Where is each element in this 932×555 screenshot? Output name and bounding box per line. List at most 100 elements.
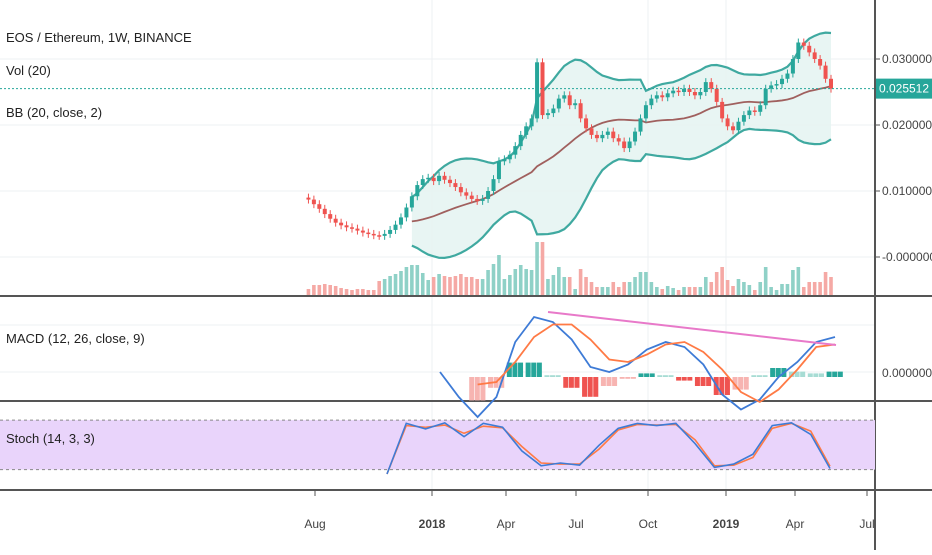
candle-body (633, 131, 638, 142)
candle-body (442, 175, 447, 180)
time-axis[interactable]: Aug 2018 Apr Jul Oct 2019 Apr Jul (304, 490, 875, 531)
volume-bar (355, 289, 360, 296)
candle-body (807, 45, 812, 53)
macd-histogram-bar (719, 377, 725, 395)
candle-body (480, 198, 485, 201)
volume-bar (524, 269, 528, 296)
volume-bar (371, 290, 376, 296)
macd-histogram-bar (619, 377, 625, 379)
candle-body (524, 126, 529, 135)
volume-bar (622, 282, 626, 296)
volume-bar (497, 255, 501, 296)
volume-bar (769, 287, 773, 296)
candle-body (692, 92, 697, 96)
volume-bar (573, 289, 577, 296)
macd-histogram-bar (794, 371, 800, 377)
volume-bar (829, 277, 833, 296)
chart-title[interactable]: EOS / Ethereum, 1W, BINANCE (6, 30, 192, 45)
macd-legend[interactable]: MACD (12, 26, close, 9) (6, 331, 145, 346)
stoch-d-line (386, 422, 831, 475)
volume-bar (464, 277, 469, 296)
candle-body (458, 187, 463, 193)
volume-bar (393, 274, 398, 296)
candle-body (535, 62, 540, 119)
candle-body (404, 207, 409, 218)
volume-bar (578, 269, 583, 296)
macd-histogram-bar (555, 375, 561, 377)
macd-histogram-bar (544, 375, 550, 377)
candle-body (774, 84, 779, 86)
volume-bar (606, 287, 610, 296)
time-tick-label: Aug (304, 517, 325, 531)
volume-bar (611, 282, 616, 296)
candle-body (502, 159, 507, 162)
volume-bar (382, 279, 387, 296)
vol-legend[interactable]: Vol (20) (6, 63, 51, 78)
candle-body (801, 42, 806, 46)
macd-histogram-bar (818, 373, 824, 377)
candle-body (763, 88, 768, 106)
candle-body (829, 78, 833, 89)
candle-body (496, 161, 501, 180)
stoch-legend[interactable]: Stoch (14, 3, 3) (6, 431, 95, 446)
volume-bar (431, 277, 436, 296)
price-tick-label: -0.000000 (882, 250, 932, 264)
candle-body (317, 204, 322, 209)
volume-bar (328, 285, 333, 296)
candle-body (676, 90, 681, 93)
bb-upper-line (411, 31, 832, 198)
macd-histogram-bar (788, 371, 794, 377)
macd-histogram-bar (474, 377, 480, 401)
volume-bar (747, 285, 752, 296)
candlesticks[interactable] (306, 38, 833, 240)
macd-histogram-bar (644, 373, 650, 377)
bb-legend[interactable]: BB (20, close, 2) (6, 105, 102, 120)
candle-body (393, 224, 398, 230)
macd-histogram-bar (743, 377, 749, 390)
time-tick-label: Oct (639, 517, 658, 531)
candle-body (769, 85, 774, 89)
macd-histogram-bar (657, 375, 663, 377)
candle-body (333, 218, 338, 223)
candle-body (398, 217, 403, 225)
candle-body (349, 227, 354, 229)
candle-body (415, 185, 420, 197)
macd-histogram-bar (606, 377, 612, 386)
macd-histogram-bar (832, 371, 838, 377)
volume-bar (410, 265, 414, 296)
candle-body (409, 196, 414, 208)
candle-body (671, 90, 676, 94)
volume-bar (752, 290, 757, 296)
macd-histogram-bar (469, 377, 475, 401)
volume-bar (546, 279, 550, 296)
volume-bar (627, 282, 632, 296)
volume-bar (486, 270, 490, 296)
volume-bar (812, 282, 817, 296)
candle-body (469, 195, 474, 199)
candle-body (355, 228, 360, 231)
signal-line (477, 323, 836, 404)
volume-bar (600, 287, 605, 296)
volume-bar (361, 289, 365, 296)
candle-body (790, 59, 795, 74)
volume-bar (616, 287, 621, 296)
macd-trendline (547, 311, 837, 346)
macd-axis-label: 0.000000 (882, 366, 932, 380)
volume-bar (437, 274, 441, 296)
volume-bar (442, 276, 447, 296)
macd-histogram-bar (506, 362, 512, 377)
volume-bar (312, 285, 316, 296)
volume-bar (638, 272, 643, 296)
candle-body (720, 101, 725, 119)
macd-histogram-bar (550, 375, 556, 377)
candle-body (551, 108, 556, 114)
macd-histogram-bar (668, 375, 674, 377)
macd-histogram-bar (775, 368, 781, 377)
volume-bar (807, 282, 812, 296)
candle-body (643, 105, 648, 119)
candle-body (584, 118, 589, 129)
candle-body (344, 225, 349, 228)
candle-body (388, 229, 393, 234)
